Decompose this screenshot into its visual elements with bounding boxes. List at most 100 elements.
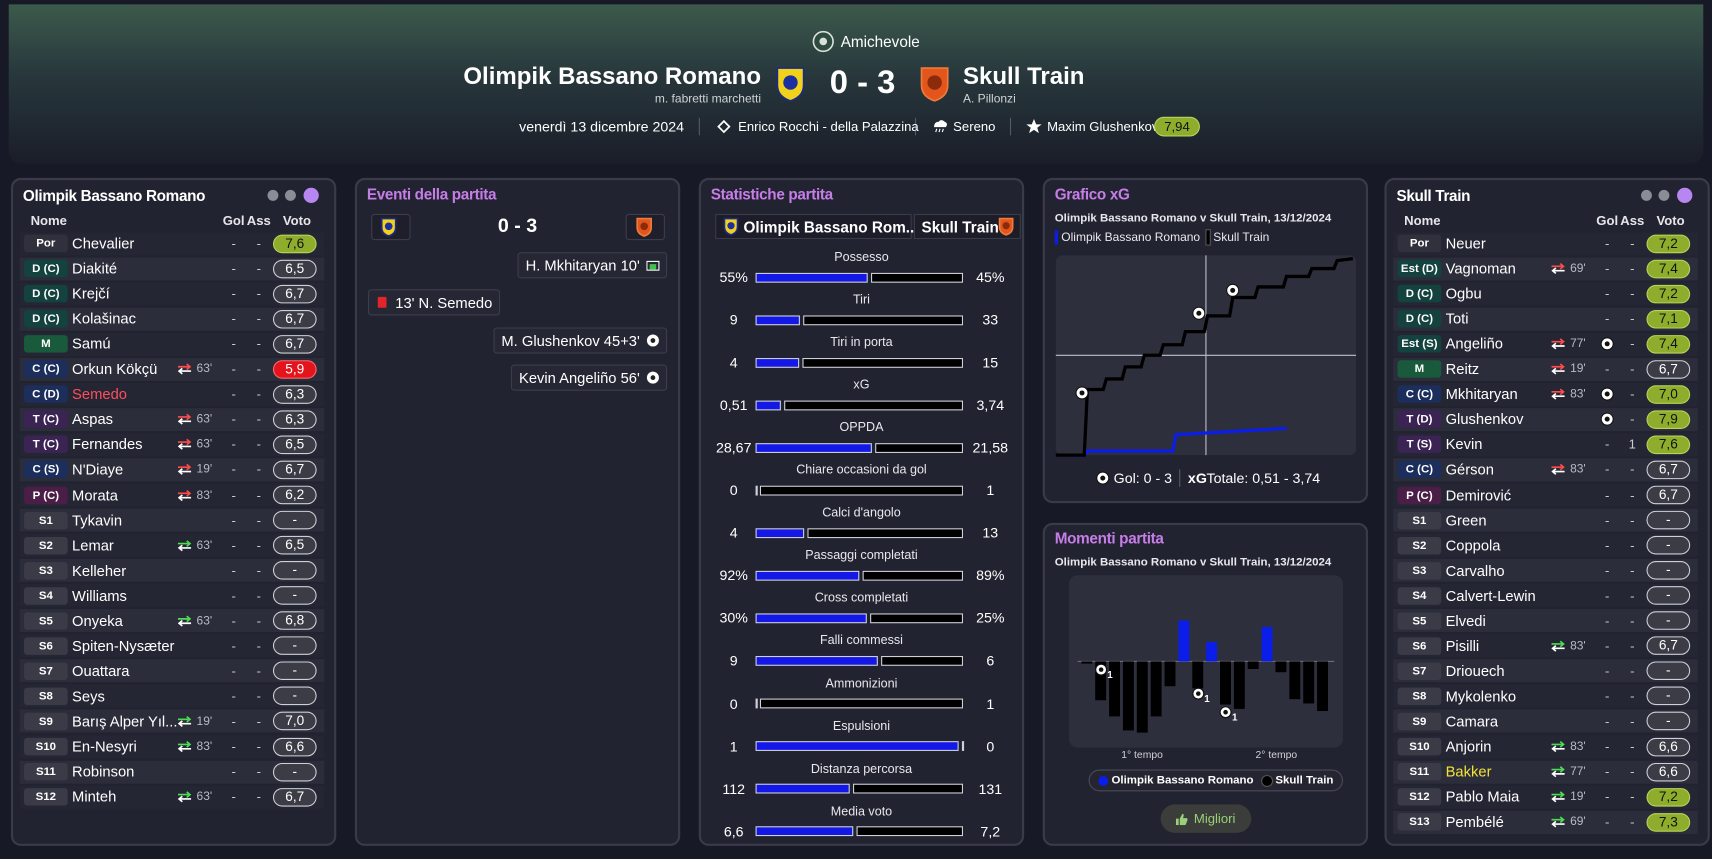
team-crest [998,217,1014,236]
rating-badge: 7,2 [1647,788,1690,806]
arrow [177,368,192,375]
event-text: 13' N. Semedo [395,294,493,311]
arrow [177,544,192,551]
crest-emblem [927,75,942,90]
goals: - [231,260,236,277]
goal-count: 1 [1204,693,1210,705]
stat-name: Chiare occasioni da gol [796,464,927,478]
stat-bar-home [755,698,758,709]
player-row [19,609,325,633]
player-row [19,760,325,784]
substitution-minute: 69' [1570,815,1586,829]
arrow [177,715,192,723]
stat-bar-away [870,613,964,624]
arrow [1551,338,1565,346]
panel-dot[interactable] [267,189,279,201]
arrow [1551,644,1565,652]
rating-badge: - [1647,662,1690,680]
assists: - [256,336,261,352]
stadium-icon [717,119,731,134]
assists: - [256,663,261,679]
arrow [177,493,192,501]
goal-icon [1600,337,1614,351]
player-name: Angeliño [1445,335,1503,353]
player-name: Onyeka [72,612,123,629]
substitution-icon [177,741,192,753]
arrow [1551,263,1565,270]
stat-bar-home [755,314,800,325]
ball-patch [1196,311,1202,317]
panel-dot[interactable] [303,187,319,204]
player-row [19,231,325,255]
rating-badge: 6,7 [274,461,316,479]
stat-home-value: 4 [729,354,738,371]
momentum-bar [1192,661,1204,689]
rating-badge: 7,4 [1647,335,1690,353]
team-tab[interactable] [715,213,912,240]
position-badge: S9 [24,712,68,731]
ball-patch [1230,287,1236,293]
position-badge: S4 [24,586,68,605]
player-name: Chevalier [72,235,135,252]
stat-home-value: 112 [722,780,746,797]
icon [1026,118,1042,134]
goals: - [231,462,236,478]
stat-name: Passaggi completati [805,549,918,563]
half-label: 1° tempo [1121,749,1163,762]
stadium: Enrico Rocchi - della Palazzina [738,118,919,135]
arrow [177,443,192,451]
assists: - [256,764,261,780]
panel-dot[interactable] [284,189,296,201]
stat-home-value: 92% [719,567,748,584]
position-badge: S5 [24,612,68,630]
position-badge: C (C) [1397,461,1442,479]
rating-badge: - [1647,612,1690,629]
stat-name: OPPDA [839,421,884,435]
substitution-minute: 83' [1570,463,1586,477]
momentum-bar [1233,661,1245,709]
panel-dot[interactable] [1677,187,1693,204]
event-text: H. Mkhitaryan 10' [525,257,640,274]
momentum-bar [1164,661,1176,687]
player-name: Orkun Kökçü [72,361,158,378]
arrow [1551,368,1565,375]
goals: - [1605,738,1610,755]
player-row [19,508,325,532]
substitution-minute: 77' [1570,337,1586,351]
stats-panel [698,177,1025,846]
ball-patch [650,375,656,381]
column-header: Voto [1656,212,1685,229]
player-name: Demirović [1445,486,1512,504]
stat-bar [755,272,964,283]
player-name: Fernandes [72,436,143,453]
arrow [177,468,192,476]
legend-item: Skull Train [1262,774,1333,787]
substitution-minute: 63' [196,412,213,427]
separator [914,117,917,136]
rating-badge: - [274,688,316,705]
panel-dot[interactable] [1658,189,1670,201]
player-row [19,433,325,457]
rating-badge: - [274,562,316,579]
player-name: Krejčí [72,285,110,302]
goals: - [231,537,236,553]
substitution-icon [177,363,192,375]
position-badge: T (C) [24,435,68,454]
stat-bar [755,741,965,752]
goal-marker [1219,705,1232,718]
stat-away-value: 0 [986,737,995,755]
player-name: Lemar [72,537,114,554]
arrow [1551,342,1565,350]
event-item: Kevin Angeliño 56' [511,364,668,391]
legend: Olimpik Bassano Romano Skull Train [1088,769,1344,792]
legend-item: Olimpik Bassano Romano [1098,774,1254,787]
goal-marker [1094,663,1107,676]
column-header: Voto [282,212,312,229]
rating-badge: 6,7 [274,335,316,353]
goals: - [231,562,236,579]
events-panel [354,177,681,846]
ball-patch [1604,417,1610,422]
best-moments-button[interactable]: Migliori [1160,804,1252,833]
panel-dot[interactable] [1641,189,1652,201]
rating-badge: 7,6 [274,235,316,252]
